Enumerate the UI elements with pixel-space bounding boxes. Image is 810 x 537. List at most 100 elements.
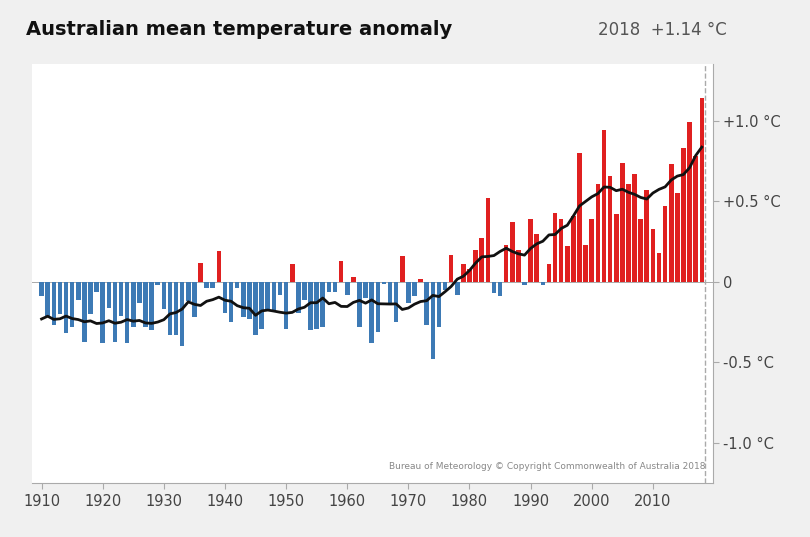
Bar	[321, 282, 325, 327]
Bar	[45, 282, 50, 317]
Bar	[504, 245, 509, 282]
Bar	[528, 219, 533, 282]
Bar	[394, 282, 399, 322]
Bar	[235, 282, 240, 288]
Bar	[498, 282, 502, 296]
Bar	[174, 282, 178, 335]
Bar	[284, 282, 288, 329]
Bar	[266, 282, 270, 311]
Bar	[418, 279, 423, 282]
Bar	[516, 250, 521, 282]
Bar	[626, 184, 631, 282]
Bar	[58, 282, 62, 314]
Bar	[700, 98, 704, 282]
Bar	[137, 282, 142, 303]
Bar	[461, 264, 466, 282]
Bar	[369, 282, 374, 343]
Bar	[547, 264, 552, 282]
Bar	[412, 282, 417, 296]
Bar	[406, 282, 411, 303]
Bar	[223, 282, 228, 313]
Bar	[296, 282, 301, 313]
Bar	[143, 282, 147, 327]
Bar	[455, 282, 459, 295]
Bar	[339, 261, 343, 282]
Bar	[88, 282, 93, 314]
Bar	[424, 282, 429, 325]
Bar	[259, 282, 264, 329]
Bar	[540, 282, 545, 285]
Bar	[681, 148, 686, 282]
Bar	[76, 282, 80, 300]
Bar	[290, 264, 295, 282]
Bar	[650, 229, 655, 282]
Bar	[302, 282, 307, 300]
Bar	[204, 282, 209, 288]
Bar	[186, 282, 190, 301]
Bar	[247, 282, 252, 319]
Bar	[94, 282, 99, 292]
Bar	[113, 282, 117, 342]
Bar	[608, 176, 612, 282]
Bar	[64, 282, 68, 333]
Bar	[52, 282, 56, 325]
Bar	[357, 282, 362, 327]
Bar	[583, 245, 588, 282]
Bar	[241, 282, 245, 317]
Bar	[314, 282, 319, 329]
Bar	[39, 282, 44, 296]
Bar	[571, 216, 576, 282]
Bar	[552, 213, 557, 282]
Bar	[156, 282, 160, 285]
Bar	[119, 282, 123, 316]
Text: 2018  +1.14 °C: 2018 +1.14 °C	[598, 21, 727, 39]
Bar	[351, 277, 356, 282]
Bar	[278, 282, 282, 295]
Bar	[382, 282, 386, 284]
Bar	[192, 282, 197, 317]
Bar	[480, 238, 484, 282]
Text: Bureau of Meteorology © Copyright Commonwealth of Australia 2018: Bureau of Meteorology © Copyright Common…	[390, 462, 706, 471]
Bar	[467, 269, 471, 282]
Bar	[211, 282, 215, 288]
Bar	[485, 198, 490, 282]
Bar	[437, 282, 441, 327]
Bar	[70, 282, 75, 327]
Bar	[638, 219, 643, 282]
Bar	[473, 250, 478, 282]
Bar	[565, 246, 569, 282]
Bar	[675, 193, 680, 282]
Bar	[663, 206, 667, 282]
Bar	[602, 130, 606, 282]
Bar	[559, 219, 564, 282]
Bar	[535, 234, 539, 282]
Bar	[254, 282, 258, 335]
Bar	[595, 184, 600, 282]
Bar	[125, 282, 130, 343]
Bar	[228, 282, 233, 322]
Bar	[388, 282, 392, 304]
Bar	[578, 153, 582, 282]
Bar	[443, 282, 447, 290]
Bar	[614, 214, 619, 282]
Bar	[669, 164, 674, 282]
Bar	[82, 282, 87, 342]
Bar	[271, 282, 276, 311]
Bar	[693, 156, 698, 282]
Bar	[620, 163, 625, 282]
Bar	[149, 282, 154, 330]
Bar	[645, 190, 649, 282]
Bar	[657, 253, 661, 282]
Bar	[168, 282, 173, 335]
Bar	[522, 282, 526, 285]
Bar	[326, 282, 331, 292]
Bar	[449, 255, 454, 282]
Text: Australian mean temperature anomaly: Australian mean temperature anomaly	[26, 20, 452, 39]
Bar	[492, 282, 497, 293]
Bar	[107, 282, 111, 308]
Bar	[131, 282, 135, 327]
Bar	[333, 282, 337, 292]
Bar	[687, 122, 692, 282]
Bar	[309, 282, 313, 330]
Bar	[216, 251, 221, 282]
